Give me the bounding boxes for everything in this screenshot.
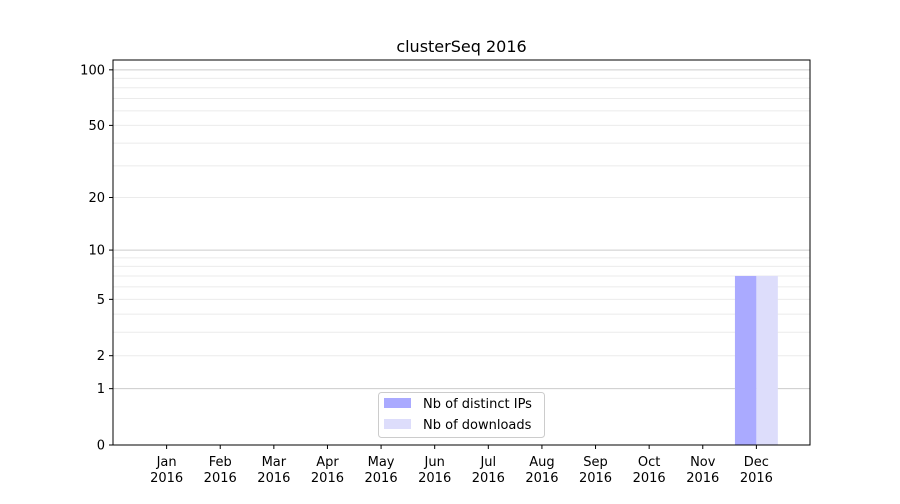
bar-nb-of-distinct-ips <box>734 275 757 445</box>
gridlines <box>113 69 810 390</box>
x-tick-label: Jul 2016 <box>472 455 505 486</box>
bars <box>734 275 778 445</box>
x-tick-label: Mar 2016 <box>257 455 290 486</box>
y-tick-label: 1 <box>97 382 105 397</box>
x-axis: Jan 2016 Feb 2016 Mar 2016 Apr 2016 May 2016 Jun 20… <box>150 445 773 486</box>
plot-frame <box>112 59 811 446</box>
x-tick-label: Jan 2016 <box>150 455 183 486</box>
legend-box <box>378 392 545 438</box>
x-tick-label: May 2016 <box>365 455 398 486</box>
y-axis: 0 1 2 5 10 20 50 100 <box>80 63 113 454</box>
y-tick-label: 2 <box>97 349 105 364</box>
legend: Nb of distinct IPs Nb of downloads <box>378 392 545 438</box>
x-tick-label: Jun 2016 <box>418 455 451 486</box>
bar-nb-of-downloads <box>756 275 778 445</box>
x-tick-label: Oct 2016 <box>633 455 666 486</box>
legend-swatch <box>384 398 411 408</box>
x-tick-label: Aug 2016 <box>525 455 558 486</box>
legend-label: Nb of downloads <box>423 418 532 433</box>
y-tick-label: 0 <box>97 439 105 454</box>
legend-label: Nb of distinct IPs <box>423 397 532 412</box>
x-tick-label: Apr 2016 <box>311 455 344 486</box>
y-tick-label: 10 <box>88 244 105 259</box>
y-tick-label: 20 <box>88 191 105 206</box>
x-tick-label: Feb 2016 <box>204 455 237 486</box>
y-tick-label: 50 <box>88 119 105 134</box>
x-tick-label: Nov 2016 <box>686 455 719 486</box>
chart-title: clusterSeq 2016 <box>396 37 526 56</box>
x-tick-label: Sep 2016 <box>579 455 612 486</box>
y-tick-label: 100 <box>80 63 105 78</box>
legend-swatch <box>384 419 411 429</box>
x-tick-label: Dec 2016 <box>740 455 773 486</box>
y-tick-label: 5 <box>97 293 105 308</box>
